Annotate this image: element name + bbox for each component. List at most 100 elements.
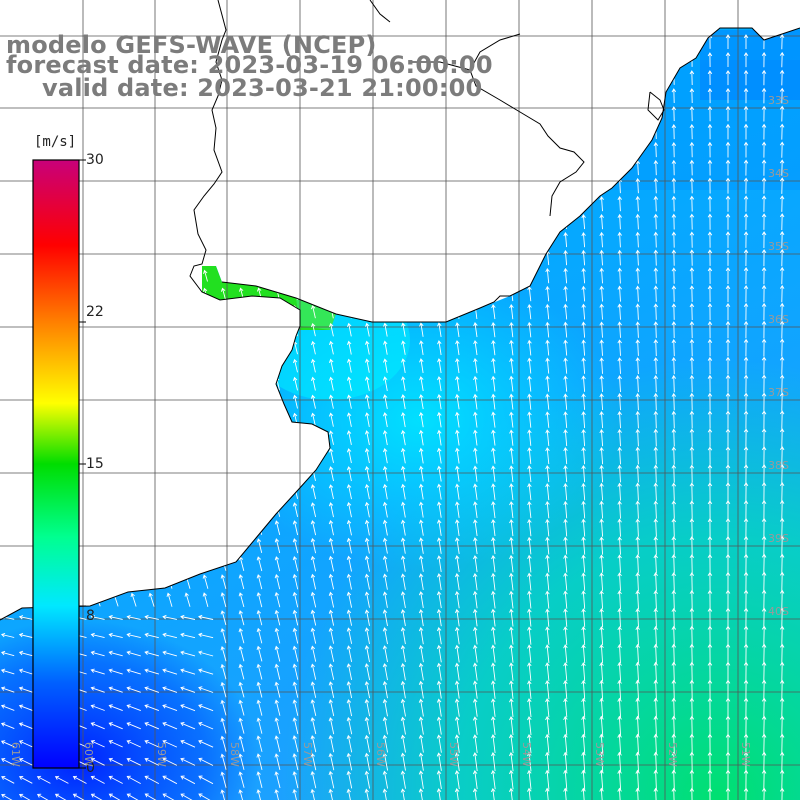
wind-arrow — [563, 769, 568, 790]
wind-arrow — [563, 465, 568, 483]
wind-arrow — [184, 556, 191, 571]
wind-arrow — [364, 412, 370, 427]
wind-arrow — [689, 643, 695, 664]
wind-arrow — [743, 733, 749, 754]
lat-label: 39S — [768, 532, 789, 545]
wind-arrow — [238, 717, 245, 734]
wind-arrow — [743, 159, 749, 176]
wind-arrow — [490, 752, 496, 772]
wind-arrow — [310, 717, 317, 735]
wind-arrow — [563, 608, 568, 627]
wind-arrow — [130, 377, 137, 390]
wind-arrow — [707, 320, 713, 339]
wind-arrow — [256, 484, 263, 499]
wind-arrow — [617, 142, 622, 158]
lon-label: 51W — [739, 742, 752, 767]
wind-arrow — [418, 519, 424, 536]
wind-arrow — [239, 126, 244, 138]
wind-arrow — [18, 740, 33, 748]
wind-arrow — [383, 197, 388, 211]
wind-arrow — [346, 699, 353, 717]
wind-arrow — [220, 412, 227, 427]
wind-arrow — [346, 484, 352, 500]
wind-arrow — [671, 141, 677, 158]
wind-arrow — [184, 413, 191, 427]
wind-arrow — [149, 198, 154, 210]
wind-arrow — [148, 592, 155, 607]
wind-arrow — [671, 177, 677, 194]
wind-arrow — [238, 735, 245, 752]
wind-arrow — [437, 340, 442, 356]
wind-arrow — [563, 715, 568, 736]
wind-arrow — [238, 681, 245, 698]
wind-arrow — [382, 752, 389, 771]
wind-arrow — [455, 160, 460, 175]
wind-arrow — [77, 144, 82, 155]
wind-arrow — [436, 465, 442, 482]
wind-arrow — [274, 663, 281, 680]
wind-arrow — [472, 788, 478, 800]
wind-arrow — [419, 322, 424, 337]
wind-arrow — [491, 160, 496, 175]
wind-arrow — [599, 142, 604, 157]
wind-arrow — [455, 125, 460, 139]
wind-arrow — [36, 793, 51, 800]
wind-arrow — [220, 305, 227, 318]
wind-arrow — [743, 553, 749, 574]
wind-arrow — [5, 252, 11, 263]
wind-arrow — [310, 537, 317, 554]
wind-arrow — [653, 213, 659, 230]
wind-arrow — [274, 358, 280, 373]
wind-arrow — [563, 106, 568, 121]
wind-arrow — [22, 449, 29, 462]
wind-arrow — [455, 35, 460, 48]
wind-arrow — [707, 213, 713, 230]
wind-arrow — [581, 572, 586, 591]
wind-arrow — [635, 213, 641, 230]
wind-arrow — [180, 632, 196, 639]
wind-arrow — [563, 787, 568, 800]
wind-arrow — [94, 377, 101, 390]
wind-arrow — [563, 70, 568, 85]
wind-arrow — [347, 179, 352, 192]
wind-arrow — [563, 303, 568, 320]
wind-arrow — [94, 485, 101, 498]
wind-arrow — [455, 214, 460, 229]
wind-arrow — [725, 213, 731, 230]
wind-arrow — [671, 500, 677, 519]
wind-arrow — [455, 393, 460, 410]
wind-arrow — [707, 571, 713, 592]
wind-arrow — [491, 304, 496, 320]
wind-arrow — [635, 177, 641, 194]
wind-arrow — [545, 680, 550, 700]
wind-arrow — [184, 592, 191, 607]
wind-arrow — [162, 650, 178, 657]
wind-arrow — [509, 232, 514, 247]
wind-arrow — [310, 430, 316, 445]
wind-arrow — [563, 321, 568, 338]
wind-arrow — [599, 231, 604, 248]
wind-arrow — [130, 431, 137, 444]
wind-arrow — [779, 464, 785, 484]
wind-arrow — [148, 413, 155, 426]
wind-arrow — [346, 645, 353, 662]
wind-arrow — [346, 752, 353, 771]
wind-arrow — [5, 199, 11, 209]
wind-arrow — [653, 661, 658, 682]
wind-arrow — [436, 626, 442, 645]
wind-arrow — [743, 267, 749, 285]
wind-arrow — [292, 753, 299, 771]
wind-arrow — [94, 359, 101, 372]
wind-arrow — [527, 339, 532, 356]
wind-arrow — [725, 105, 731, 122]
wind-arrow — [725, 177, 731, 194]
wind-arrow — [689, 141, 695, 158]
wind-arrow — [112, 556, 119, 571]
wind-arrow — [238, 699, 245, 716]
wind-arrow — [653, 357, 659, 375]
wind-arrow — [180, 722, 196, 730]
wind-arrow — [274, 735, 281, 753]
wind-arrow — [148, 359, 155, 372]
wind-arrow — [292, 555, 299, 572]
wind-arrow — [545, 447, 550, 465]
